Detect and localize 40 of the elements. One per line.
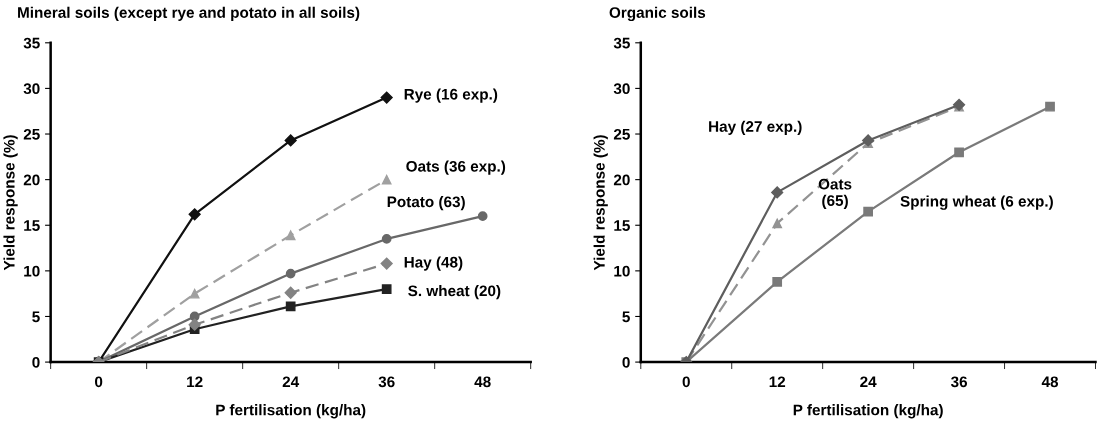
x-tick-label: 12 bbox=[187, 376, 203, 388]
x-tick-label: 36 bbox=[378, 376, 395, 388]
series-label: Potato (63) bbox=[387, 196, 465, 211]
y-tick-label: 30 bbox=[613, 83, 630, 95]
x-tick-label: 24 bbox=[860, 376, 877, 388]
y-axis-title: Yield response (%) bbox=[3, 135, 18, 271]
y-tick-label: 5 bbox=[622, 311, 630, 323]
x-axis-title: P fertilisation (kg/ha) bbox=[216, 404, 366, 419]
y-tick-label: 15 bbox=[24, 220, 40, 231]
y-tick-label: 20 bbox=[23, 174, 40, 186]
y-tick-label: 25 bbox=[23, 128, 40, 140]
y-axis-title: Yield response (%) bbox=[593, 135, 608, 271]
x-tick-label: 24 bbox=[282, 376, 300, 388]
y-tick-label: 10 bbox=[24, 265, 40, 277]
y-tick-label: 10 bbox=[614, 265, 630, 277]
x-tick-label: 48 bbox=[474, 376, 491, 388]
y-tick-label: 20 bbox=[613, 174, 630, 186]
x-tick-label: 36 bbox=[950, 376, 968, 388]
y-tick-label: 0 bbox=[32, 356, 40, 368]
x-tick-label: 0 bbox=[95, 376, 103, 388]
series-label: Rye (16 exp.) bbox=[404, 88, 498, 103]
x-tick-label: 0 bbox=[682, 376, 690, 388]
y-tick-label: 35 bbox=[23, 37, 40, 49]
series-label: Spring wheat (6 exp.) bbox=[900, 195, 1053, 210]
y-tick-label: 0 bbox=[622, 356, 630, 368]
chart-title: Mineral soils (except rye and potato in all soils) bbox=[18, 6, 360, 21]
y-tick-label: 5 bbox=[32, 311, 40, 323]
chart-title: Organic soils bbox=[609, 6, 706, 22]
series-label: Oats (65) bbox=[818, 178, 852, 210]
text: Hay (27 exp.) bbox=[709, 120, 802, 135]
y-tick-label: 15 bbox=[614, 220, 630, 231]
x-tick-label: 48 bbox=[1041, 376, 1059, 388]
y-tick-label: 35 bbox=[613, 37, 630, 49]
y-tick-label: 25 bbox=[613, 128, 630, 140]
x-tick-label: 12 bbox=[769, 376, 786, 388]
series-label: S. wheat (20) bbox=[408, 284, 501, 300]
y-tick-label: 30 bbox=[23, 83, 40, 95]
series-label: Hay (48) bbox=[404, 256, 463, 271]
series-label: Oats (36 exp.) bbox=[406, 160, 506, 175]
x-axis-title: P fertilisation (kg/ha) bbox=[793, 404, 943, 419]
